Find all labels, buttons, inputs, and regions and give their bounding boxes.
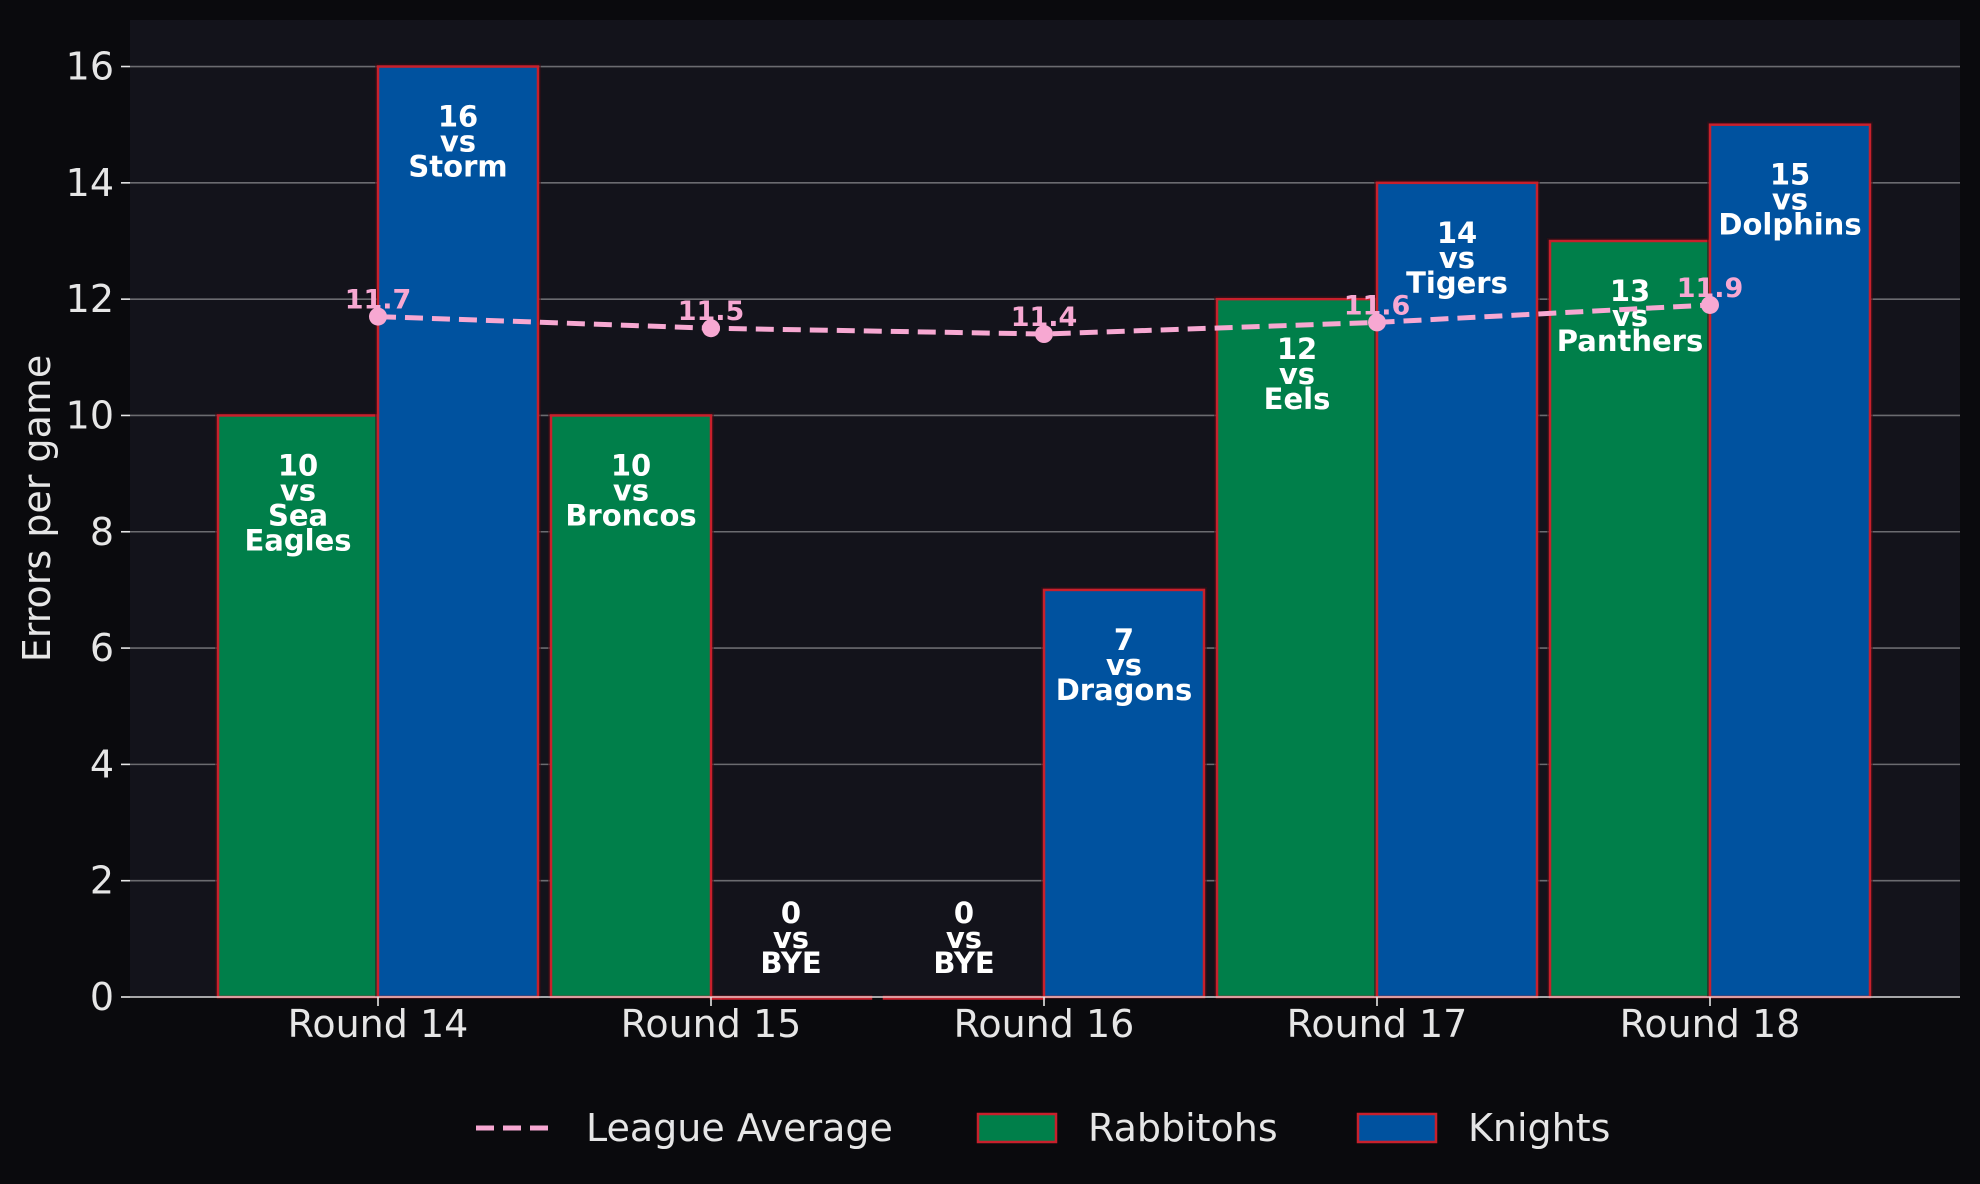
league-average-point [1368,313,1386,332]
y-tick-label: 12 [66,277,114,321]
legend-swatch-rabbitohs [976,1112,1058,1144]
league-average-label: 11.9 [1677,273,1744,304]
x-tick-label: Round 16 [954,1002,1135,1046]
league-average-label: 11.5 [678,296,745,327]
bars [215,63,1873,1000]
bar-label: 0 vs BYE [933,896,994,980]
x-tick-label: Round 18 [1620,1002,1801,1046]
x-axis-ticks: Round 14 Round 15 Round 16 Round 17 Round 18 [130,996,1960,1046]
y-tick-label: 10 [66,393,114,437]
bar-label: 10 vs Sea Eagles [244,448,351,557]
x-tick-label: Round 17 [1287,1002,1468,1046]
y-tick-label: 16 [66,45,114,89]
bar-label: 16 vs Storm [408,100,507,184]
bar-knights-2 [1042,588,1206,999]
league-average-label: 11.6 [1344,290,1411,321]
bar-label: 15 vs Dolphins [1718,158,1861,242]
legend: League Average Rabbitohs Knights [476,1106,1610,1150]
bar-knights-0 [376,65,540,999]
legend-swatch-knights [1356,1112,1438,1144]
bar-label: 14 vs Tigers [1406,216,1508,300]
league-average-label: 11.7 [345,285,412,316]
y-tick-label: 4 [90,742,114,786]
bar-label: 7 vs Dragons [1056,623,1193,707]
y-tick-label: 6 [90,626,114,670]
league-average-line: 11.7 11.5 11.4 11.6 11.9 [345,273,1744,344]
y-axis-ticks: 0 2 4 6 8 10 12 14 16 [66,45,130,1019]
bar-rabbitohs-4 [1548,239,1712,999]
league-average-point [1035,325,1053,344]
legend-label-knights: Knights [1468,1106,1610,1150]
league-average-point [369,307,387,326]
y-tick-label: 2 [90,859,114,903]
y-axis-title: Errors per game [15,355,59,663]
x-tick-label: Round 15 [621,1002,802,1046]
legend-label-league-average: League Average [586,1106,893,1150]
league-average-label: 11.4 [1011,302,1078,333]
bar-label: 0 vs BYE [760,896,821,980]
league-average-point [1701,295,1719,314]
bar-rabbitohs-0 [216,414,380,999]
bar-labels: 10 vs Sea Eagles 10 vs Broncos 0 vs BYE 12 vs Eels 13… [244,100,1861,980]
league-average-point [702,319,720,338]
y-tick-label: 14 [66,161,114,205]
bar-knights-4 [1708,123,1872,999]
league-average-polyline [377,302,1711,337]
bar-label: 12 vs Eels [1264,332,1331,416]
bar-label: 13 vs Panthers [1557,274,1703,358]
x-tick-label: Round 14 [288,1002,469,1046]
bar-rabbitohs-1 [549,414,713,999]
y-tick-label: 0 [90,975,114,1019]
legend-label-rabbitohs: Rabbitohs [1088,1106,1278,1150]
y-tick-label: 8 [90,510,114,554]
bar-label: 10 vs Broncos [565,448,696,532]
